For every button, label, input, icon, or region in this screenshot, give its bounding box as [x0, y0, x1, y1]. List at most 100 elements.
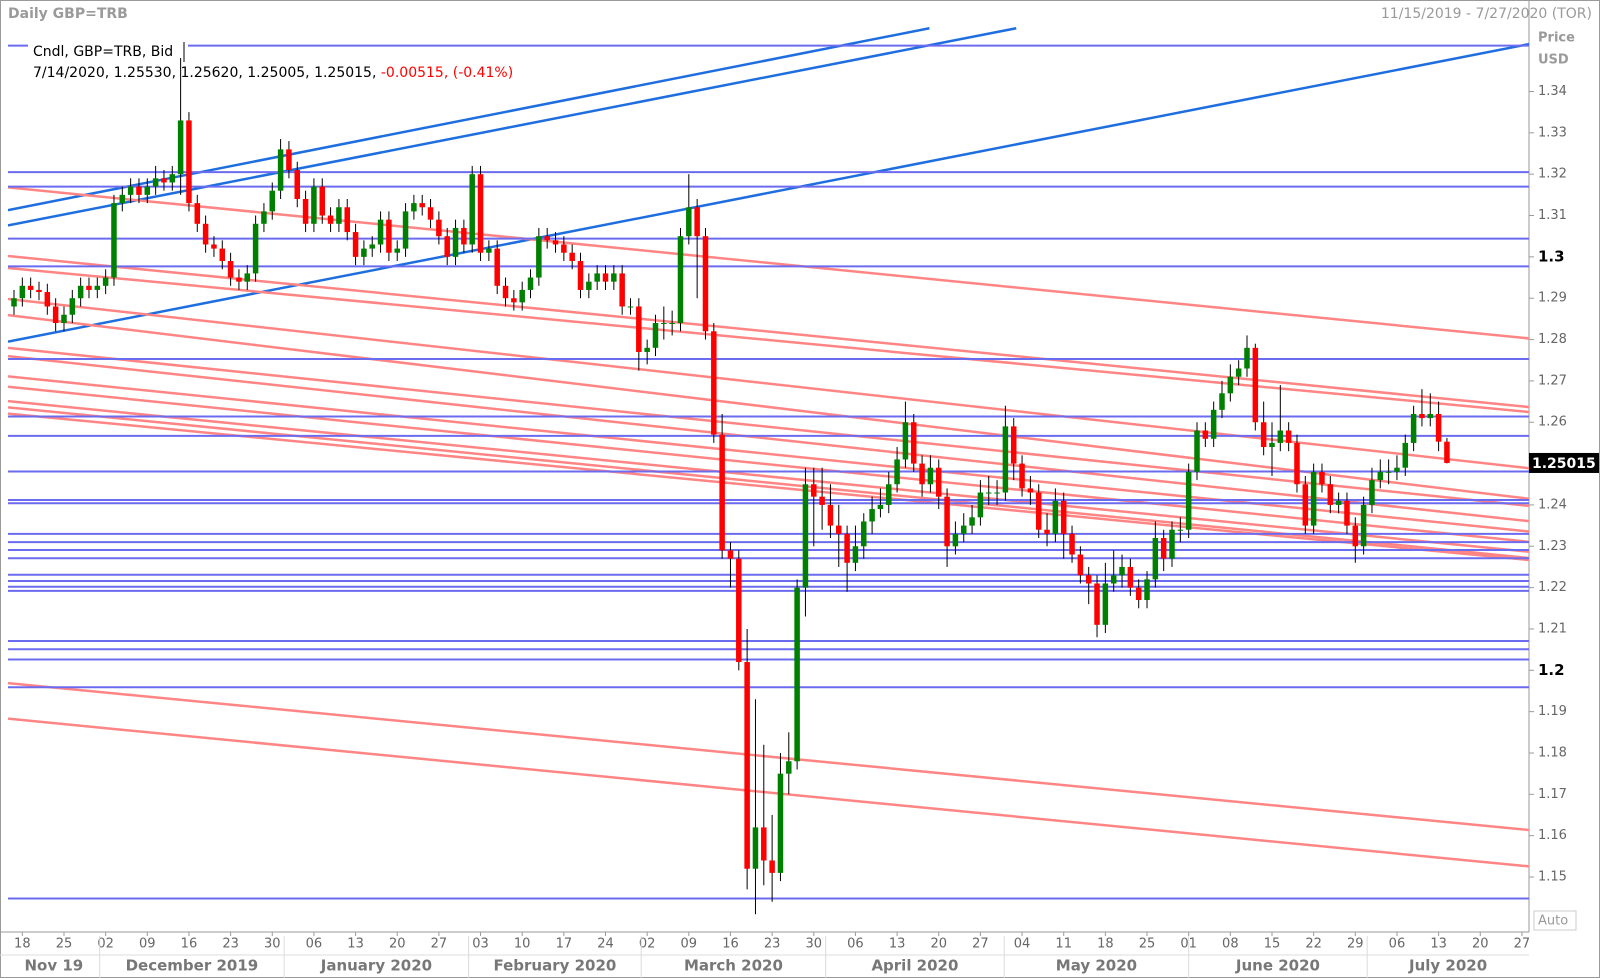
candle-body	[102, 277, 109, 286]
candle-body	[1169, 529, 1175, 559]
candle-body	[1160, 538, 1167, 559]
change-pct-label: (-0.41%)	[453, 65, 513, 81]
x-tick-label: 02	[639, 937, 656, 952]
candle-body	[1244, 347, 1250, 369]
y-tick-label: 1.23	[1538, 539, 1567, 554]
candle-body	[1427, 413, 1434, 419]
candle-body	[544, 236, 550, 241]
candle-body	[77, 285, 84, 299]
x-tick-label: 16	[181, 937, 198, 952]
y-tick-label: 1.24	[1538, 497, 1567, 512]
candle-body	[1294, 442, 1300, 485]
candle-body	[811, 484, 817, 497]
candle-body	[1419, 413, 1425, 419]
candle-body	[1085, 575, 1092, 584]
candle-body	[361, 248, 367, 257]
candle-body	[1310, 471, 1317, 526]
candle-body	[1302, 484, 1309, 526]
month-label: March 2020	[684, 957, 783, 975]
trend-line	[8, 681, 1529, 832]
candle-body	[927, 467, 934, 485]
candle-body	[527, 277, 534, 290]
trend-line	[8, 27, 1017, 227]
x-tick-label: 02	[97, 937, 114, 952]
candle-body	[960, 525, 967, 534]
price-axis-label: Price	[1538, 31, 1575, 46]
candle-body	[752, 827, 759, 869]
candle-body	[194, 203, 201, 224]
candle-body	[486, 248, 492, 253]
candle-body	[1435, 413, 1442, 442]
change-label: -0.00515,	[381, 65, 448, 81]
last-price-label: 1.25015	[1532, 456, 1596, 472]
candle-body	[344, 207, 350, 233]
candle-body	[1327, 484, 1334, 505]
candle-body	[869, 509, 875, 522]
candle-body	[69, 298, 76, 315]
candle-body	[1152, 538, 1159, 580]
candle-body	[636, 306, 642, 352]
candle-body	[352, 232, 359, 257]
month-label: Nov 19	[24, 957, 83, 975]
candle-body	[819, 496, 825, 505]
x-tick-label: 30	[806, 937, 823, 952]
candle-body	[644, 347, 650, 352]
candle-body	[427, 207, 434, 220]
candle-body	[1219, 393, 1225, 410]
month-label: May 2020	[1056, 957, 1137, 975]
y-tick-label: 1.31	[1538, 208, 1567, 223]
candle-body	[336, 207, 342, 224]
candle-body	[1319, 471, 1325, 485]
x-tick-label: 27	[972, 937, 989, 952]
price-axis-unit: USD	[1538, 53, 1569, 68]
candle-body	[769, 860, 775, 873]
y-tick-label: 1.19	[1538, 704, 1567, 719]
candle-body	[794, 587, 800, 762]
candle-body	[1252, 347, 1259, 423]
candle-body	[702, 236, 709, 332]
candle-body	[586, 281, 592, 290]
month-label: July 2020	[1408, 957, 1487, 975]
candle-body	[519, 289, 525, 303]
x-tick-label: 30	[264, 937, 281, 952]
candle-body	[977, 492, 984, 518]
candle-body	[1335, 500, 1342, 505]
ohlc-label: 7/14/2020, 1.25530, 1.25620, 1.25005, 1.…	[33, 65, 376, 81]
x-tick-label: 06	[306, 937, 323, 952]
x-tick-label: 23	[222, 937, 239, 952]
candle-body	[727, 550, 734, 559]
x-tick-label: 17	[556, 937, 573, 952]
candle-body	[227, 261, 234, 278]
x-tick-label: 18	[14, 937, 31, 952]
y-tick-label: 1.26	[1538, 415, 1567, 430]
x-tick-label: 10	[514, 937, 531, 952]
candle-body	[1094, 583, 1100, 625]
last-price-tag	[1529, 452, 1599, 473]
candle-body	[477, 174, 484, 253]
candle-body	[311, 186, 317, 224]
candle-body	[1402, 442, 1409, 468]
candle-body	[52, 306, 59, 324]
candle-body	[469, 174, 475, 245]
scale-mode-box[interactable]	[1533, 910, 1577, 931]
candle-body	[502, 285, 509, 299]
month-label: April 2020	[871, 957, 958, 975]
candle-body	[1352, 525, 1359, 547]
candle-body	[302, 198, 309, 224]
candle-body	[494, 248, 500, 286]
candle-body	[1052, 500, 1059, 534]
trend-line	[8, 354, 1529, 523]
candle-body	[461, 227, 467, 245]
scale-mode[interactable]: Auto	[1538, 914, 1568, 929]
candle-body	[619, 273, 625, 307]
candle-body	[277, 149, 284, 191]
candle-body	[394, 248, 400, 253]
candle-body	[269, 190, 276, 212]
y-tick-label: 1.15	[1538, 870, 1567, 885]
month-label: January 2020	[320, 957, 432, 975]
candle-body	[652, 323, 659, 348]
candle-body	[386, 219, 392, 253]
candle-body	[1285, 430, 1292, 443]
y-tick-label: 1.22	[1538, 580, 1567, 595]
